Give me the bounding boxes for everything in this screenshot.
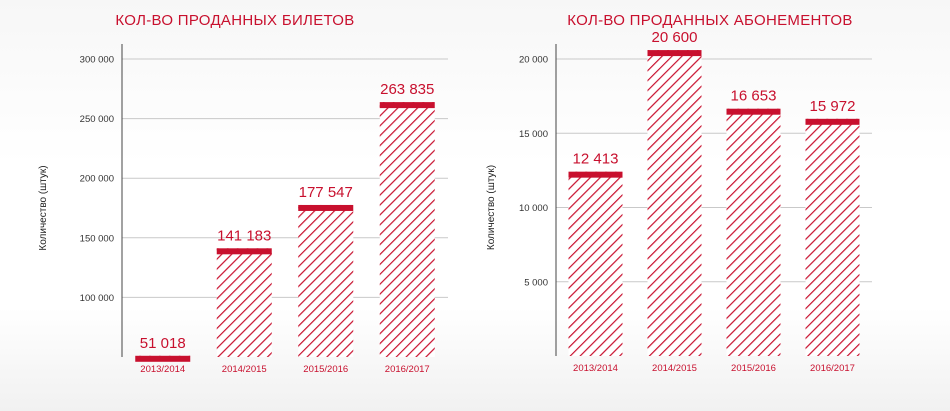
y-tick-label: 250 000 — [80, 114, 114, 125]
x-tick-label: 2015/2016 — [731, 363, 776, 374]
bar-cap — [298, 204, 354, 211]
x-tick-label: 2016/2017 — [810, 363, 855, 374]
bar-cap — [216, 248, 272, 255]
bar-cap — [726, 108, 781, 115]
bar — [805, 118, 860, 357]
bar-cap — [379, 102, 435, 109]
x-tick-label: 2013/2014 — [140, 364, 185, 375]
y-tick-label: 5 000 — [524, 277, 548, 288]
x-tick-label: 2014/2015 — [222, 364, 267, 375]
data-label: 15 972 — [810, 98, 856, 115]
y-axis-label: Количество (штук) — [38, 165, 49, 250]
y-tick-label: 100 000 — [80, 293, 114, 304]
bar — [379, 102, 435, 358]
data-label: 141 183 — [217, 227, 271, 244]
y-tick-label: 150 000 — [80, 233, 114, 244]
bar — [568, 171, 623, 356]
tickets-chart: КОЛ-ВО ПРОДАННЫХ БИЛЕТОВ 100 000 150 000 2… — [0, 0, 470, 411]
bar — [647, 50, 702, 357]
x-tick-label: 2013/2014 — [573, 363, 618, 374]
tickets-chart-plot: 100 000 150 000 200 000 250 000 300 000 Колич… — [38, 44, 448, 375]
bar-cap — [135, 355, 191, 362]
x-tick-label: 2015/2016 — [303, 364, 348, 375]
bar — [216, 248, 272, 357]
y-tick-label: 20 000 — [519, 55, 548, 66]
data-label: 51 018 — [140, 335, 186, 352]
bar — [726, 108, 781, 357]
y-axis-label: Количество (штук) — [486, 165, 497, 250]
chart-title: КОЛ-ВО ПРОДАННЫХ АБОНЕМЕНТОВ — [567, 12, 853, 29]
subscriptions-chart: КОЛ-ВО ПРОДАННЫХ АБОНЕМЕНТОВ 5 000 10 000… — [470, 0, 950, 411]
subscriptions-chart-plot: 5 000 10 000 15 000 20 000 Количество (штук)… — [486, 29, 872, 374]
chart-title: КОЛ-ВО ПРОДАННЫХ БИЛЕТОВ — [115, 12, 355, 29]
y-tick-label: 300 000 — [80, 55, 114, 66]
bar-cap — [647, 50, 702, 57]
bar-cap — [805, 118, 860, 125]
data-label: 16 653 — [731, 88, 777, 105]
data-label: 12 413 — [573, 151, 619, 168]
x-tick-label: 2016/2017 — [385, 364, 430, 375]
x-tick-label: 2014/2015 — [652, 363, 697, 374]
data-label: 263 835 — [380, 81, 434, 98]
y-tick-label: 200 000 — [80, 174, 114, 185]
y-tick-label: 10 000 — [519, 203, 548, 214]
bar-cap — [568, 171, 623, 178]
data-label: 20 600 — [652, 29, 698, 46]
bar — [298, 204, 354, 357]
data-label: 177 547 — [299, 184, 353, 201]
y-tick-label: 15 000 — [519, 129, 548, 140]
